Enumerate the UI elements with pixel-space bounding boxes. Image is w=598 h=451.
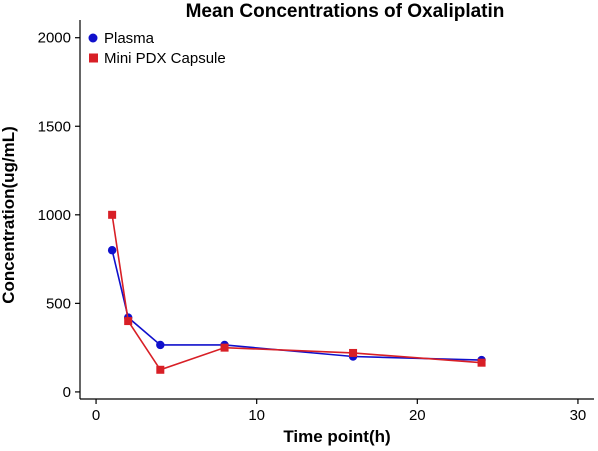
data-point-mini-pdx-capsule	[156, 365, 165, 374]
x-tick-label: 0	[92, 407, 100, 424]
legend-item-plasma: Plasma	[88, 30, 155, 47]
legend-item-mini-pdx-capsule: Mini PDX Capsule	[89, 50, 226, 67]
y-tick-label: 2000	[38, 30, 71, 47]
chart-title: Mean Concentrations of Oxaliplatin	[186, 1, 505, 22]
y-ticks: 0 500 1000 1500 2000	[38, 30, 80, 401]
series-line-plasma	[111, 250, 482, 361]
y-axis-label: Concentration(ug/mL)	[0, 126, 18, 304]
y-tick-label: 500	[46, 295, 71, 312]
x-tick-label: 20	[409, 407, 426, 424]
legend: Plasma Mini PDX Capsule	[88, 30, 226, 67]
series-line-mini-pdx-capsule	[111, 214, 482, 371]
legend-marker	[88, 33, 98, 43]
data-point-plasma	[156, 340, 165, 350]
data-point-plasma	[107, 246, 117, 255]
legend-marker	[89, 53, 98, 63]
x-tick-label: 10	[248, 407, 265, 424]
data-point-mini-pdx-capsule	[477, 358, 486, 367]
legend-label: Mini PDX Capsule	[104, 50, 226, 67]
y-tick-label: 1500	[38, 118, 71, 135]
y-tick-label: 0	[63, 384, 71, 401]
legend-label: Plasma	[104, 30, 155, 47]
x-tick-label: 30	[570, 407, 587, 424]
data-point-mini-pdx-capsule	[108, 210, 117, 219]
data-point-mini-pdx-capsule	[220, 343, 229, 352]
x-ticks: 0 10 20 30	[92, 399, 586, 424]
data-point-mini-pdx-capsule	[124, 317, 133, 326]
series-layer	[107, 210, 486, 374]
series-plasma	[107, 246, 486, 365]
x-axis-label: Time point(h)	[283, 427, 390, 446]
series-mini-pdx-capsule	[108, 210, 486, 374]
data-point-mini-pdx-capsule	[349, 348, 358, 357]
y-tick-label: 1000	[38, 207, 71, 224]
plot-area: 0 500 1000 1500 2000 0 10 20 30	[38, 20, 594, 424]
